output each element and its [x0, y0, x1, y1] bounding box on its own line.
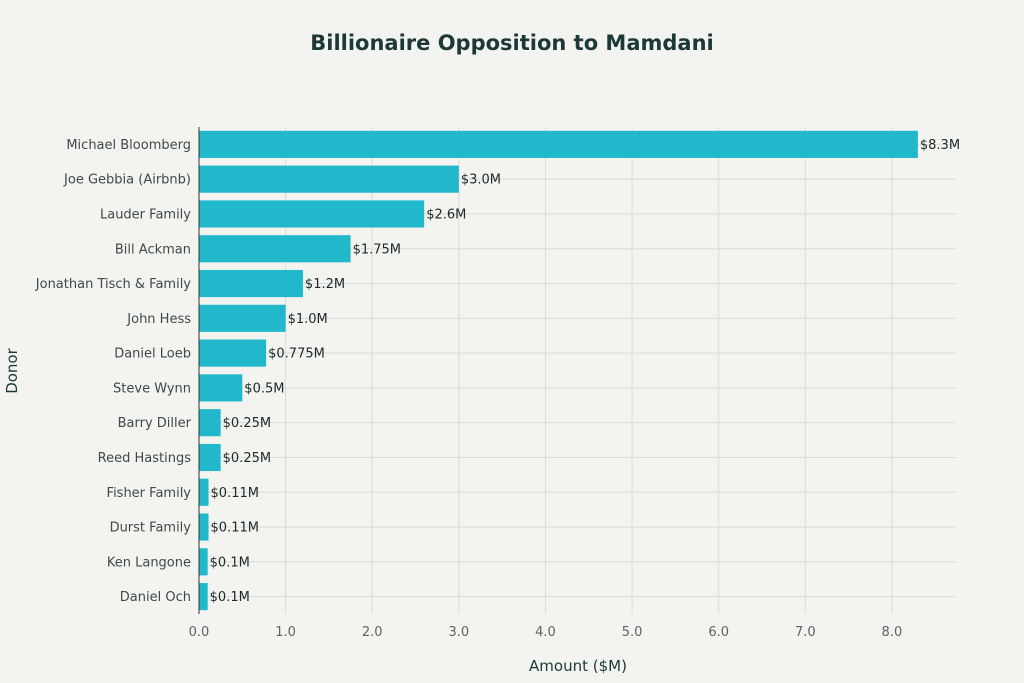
data-label: $0.25M: [223, 416, 271, 431]
x-tick-label: 3.0: [448, 625, 469, 640]
category-label: Michael Bloomberg: [66, 138, 191, 153]
bar: [199, 548, 208, 576]
data-label: $8.3M: [920, 138, 960, 153]
category-label: Durst Family: [110, 521, 192, 536]
category-label: Joe Gebbia (Airbnb): [63, 173, 191, 188]
bar: [199, 269, 303, 298]
data-label: $3.0M: [461, 173, 501, 188]
data-label: $0.11M: [211, 486, 259, 501]
x-tick-labels: 0.0 1.0 2.0 3.0 4.0 5.0 6.0 7.0 8.0: [189, 625, 903, 640]
data-label: $1.2M: [305, 277, 345, 292]
category-label: John Hess: [126, 312, 191, 327]
bar: [199, 130, 918, 158]
category-label: Ken Langone: [107, 555, 191, 570]
category-label: Reed Hastings: [98, 451, 192, 466]
data-label: $1.75M: [353, 242, 401, 257]
bar: [199, 235, 351, 263]
x-tick-label: 4.0: [535, 625, 556, 640]
x-tick-label: 5.0: [622, 625, 643, 640]
category-label: Daniel Loeb: [114, 347, 191, 362]
data-label: $0.775M: [268, 347, 325, 362]
category-label: Lauder Family: [100, 207, 191, 222]
x-tick-label: 7.0: [795, 625, 816, 640]
bar: [199, 478, 209, 506]
bar: [199, 443, 221, 472]
x-tick-label: 1.0: [275, 625, 296, 640]
data-labels: $8.3M $3.0M $2.6M $1.75M $1.2M $1.0M $0.775M $0…: [210, 138, 960, 605]
data-label: $0.1M: [210, 555, 250, 570]
category-label: Steve Wynn: [113, 381, 191, 396]
bar: [199, 374, 243, 402]
category-label: Daniel Och: [120, 590, 191, 605]
chart-title: Billionaire Opposition to Mamdani: [310, 31, 714, 55]
data-label: $0.25M: [223, 451, 271, 466]
category-label: Jonathan Tisch & Family: [35, 277, 192, 292]
data-label: $0.11M: [211, 521, 259, 536]
bar: [199, 304, 286, 332]
bar: [199, 583, 208, 611]
bar: [199, 200, 425, 228]
x-tick-label: 8.0: [882, 625, 903, 640]
data-label: $1.0M: [288, 312, 328, 327]
data-label: $0.5M: [244, 381, 284, 396]
category-label: Bill Ackman: [115, 242, 191, 257]
x-tick-label: 2.0: [362, 625, 383, 640]
grid-lines: [199, 127, 956, 614]
x-tick-label: 6.0: [708, 625, 729, 640]
x-tick-label: 0.0: [189, 625, 210, 640]
bars: [199, 130, 918, 611]
bar: [199, 165, 459, 193]
category-label: Barry Diller: [118, 416, 192, 431]
data-label: $0.1M: [210, 590, 250, 605]
bar: [199, 409, 221, 437]
data-label: $2.6M: [426, 207, 466, 222]
category-labels: Michael Bloomberg Joe Gebbia (Airbnb) Laud…: [35, 138, 192, 605]
bar: [199, 339, 267, 367]
x-axis-title: Amount ($M): [529, 657, 627, 675]
y-axis-title: Donor: [3, 347, 21, 393]
bar: [199, 513, 209, 541]
category-label: Fisher Family: [107, 486, 192, 501]
